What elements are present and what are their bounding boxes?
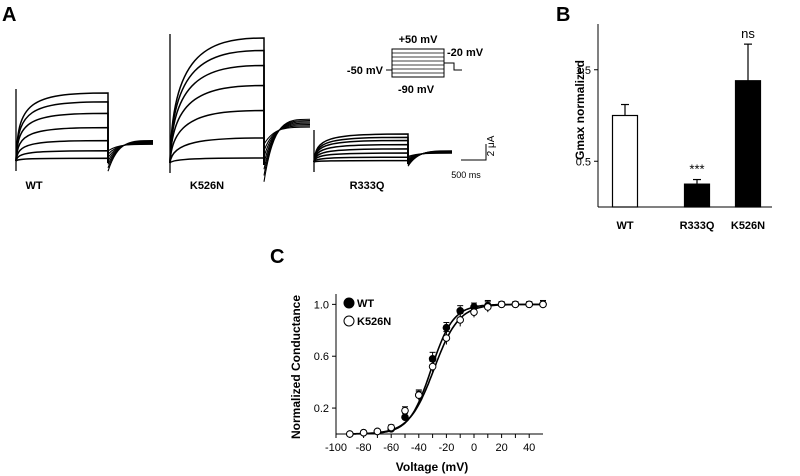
y-tick-label: 1.0 — [314, 299, 329, 311]
scale-bar-x-label: 500 ms — [451, 170, 481, 180]
significance-label: *** — [689, 162, 704, 177]
trace-label-wt: WT — [25, 180, 42, 192]
protocol-bottom-label: -90 mV — [398, 84, 435, 96]
trace-family-r333q — [313, 130, 453, 172]
panel-c: C Normalized Conductance Voltage (mV) 0.… — [270, 246, 547, 474]
x-tick-label: -60 — [383, 442, 399, 454]
category-label: WT — [616, 220, 633, 232]
current-trace — [313, 148, 409, 164]
protocol-right-label: -20 mV — [447, 47, 484, 59]
trace-family-k526n — [169, 34, 311, 182]
tail-current — [407, 152, 453, 157]
data-point — [401, 406, 409, 415]
voltage-protocol: +50 mV -50 mV -20 mV -90 mV — [347, 34, 484, 96]
panel-c-y-axis-title: Normalized Conductance — [289, 295, 303, 439]
current-trace — [313, 159, 409, 164]
x-tick-label: 20 — [495, 442, 507, 454]
data-point — [442, 323, 451, 332]
x-tick-label: -40 — [411, 442, 427, 454]
tail-current — [263, 120, 311, 176]
current-trace — [169, 37, 265, 165]
data-point — [497, 300, 506, 309]
legend-marker — [343, 297, 355, 309]
tail-current — [263, 126, 311, 145]
trace-family-wt — [15, 89, 154, 172]
x-tick-label: -100 — [325, 442, 347, 454]
data-point — [415, 391, 423, 399]
data-point — [442, 334, 451, 342]
bar-wt — [611, 114, 639, 208]
series-k526n — [346, 299, 547, 438]
data-point — [428, 362, 437, 371]
data-point — [359, 428, 368, 437]
data-point — [346, 430, 354, 438]
x-tick-label: -20 — [438, 442, 454, 454]
panel-a-letter: A — [2, 4, 16, 26]
x-tick-label: 40 — [523, 442, 535, 454]
current-trace — [169, 109, 265, 165]
data-point — [456, 316, 465, 324]
scale-bar-y-label: 2 μA — [486, 135, 497, 156]
panel-b-y-axis-title: Gmax normalized — [573, 60, 587, 160]
scale-bar: 2 μA 500 ms — [451, 135, 497, 180]
tail-current — [263, 122, 311, 164]
data-point — [470, 308, 478, 316]
tail-current — [263, 121, 311, 170]
data-point — [539, 300, 547, 309]
y-tick-label: 0.6 — [314, 351, 329, 363]
data-point — [511, 300, 520, 309]
current-trace — [15, 92, 109, 163]
bar-k526n — [734, 80, 762, 208]
category-label: K526N — [731, 220, 765, 232]
conductance-voltage-chart: 0.2 0.6 1.0 -100 -80 -60 -40 -20 0 20 40 WT K526N — [314, 294, 547, 454]
protocol-top-label: +50 mV — [399, 34, 438, 46]
data-point — [525, 300, 534, 309]
legend-label: K526N — [357, 316, 391, 328]
bar-r333q — [683, 183, 711, 208]
y-tick-label: 1.5 — [576, 65, 591, 77]
protocol-left-label: -50 mV — [347, 65, 384, 77]
data-point — [387, 423, 396, 432]
current-traces — [15, 34, 453, 182]
legend-label: WT — [357, 298, 374, 310]
current-trace — [169, 64, 265, 165]
data-point — [373, 427, 382, 436]
tail-current — [263, 123, 311, 157]
x-tick-label: 0 — [471, 442, 477, 454]
panel-c-x-axis-title: Voltage (mV) — [396, 460, 468, 474]
legend-marker — [343, 315, 355, 327]
tail-current — [107, 143, 154, 152]
trace-label-r333q: R333Q — [350, 180, 385, 192]
y-tick-label: 0.5 — [576, 156, 591, 168]
significance-label: ns — [741, 26, 755, 41]
current-trace — [169, 157, 265, 165]
category-label: R333Q — [680, 220, 715, 232]
panel-b-letter: B — [556, 4, 570, 26]
gmax-bar-chart: 0.5 1.5 WT R333Q *** K526N ns — [576, 24, 772, 232]
data-point — [484, 303, 492, 311]
legend: WT K526N — [343, 297, 391, 328]
trace-label-k526n: K526N — [190, 180, 224, 192]
current-trace — [15, 112, 109, 163]
x-tick-label: -80 — [356, 442, 372, 454]
current-trace — [169, 84, 265, 165]
panel-c-letter: C — [270, 246, 284, 268]
current-trace — [15, 150, 109, 163]
current-trace — [15, 101, 109, 163]
panel-a: A WT K526N R333Q +50 mV -50 mV -20 mV -9… — [2, 4, 497, 192]
current-trace — [169, 137, 265, 165]
current-trace — [313, 133, 409, 164]
panel-b: B Gmax normalized 0.5 1.5 WT R333Q *** K526N n… — [556, 4, 772, 232]
current-trace — [15, 157, 109, 163]
y-tick-label: 0.2 — [314, 403, 329, 415]
current-trace — [169, 49, 265, 165]
